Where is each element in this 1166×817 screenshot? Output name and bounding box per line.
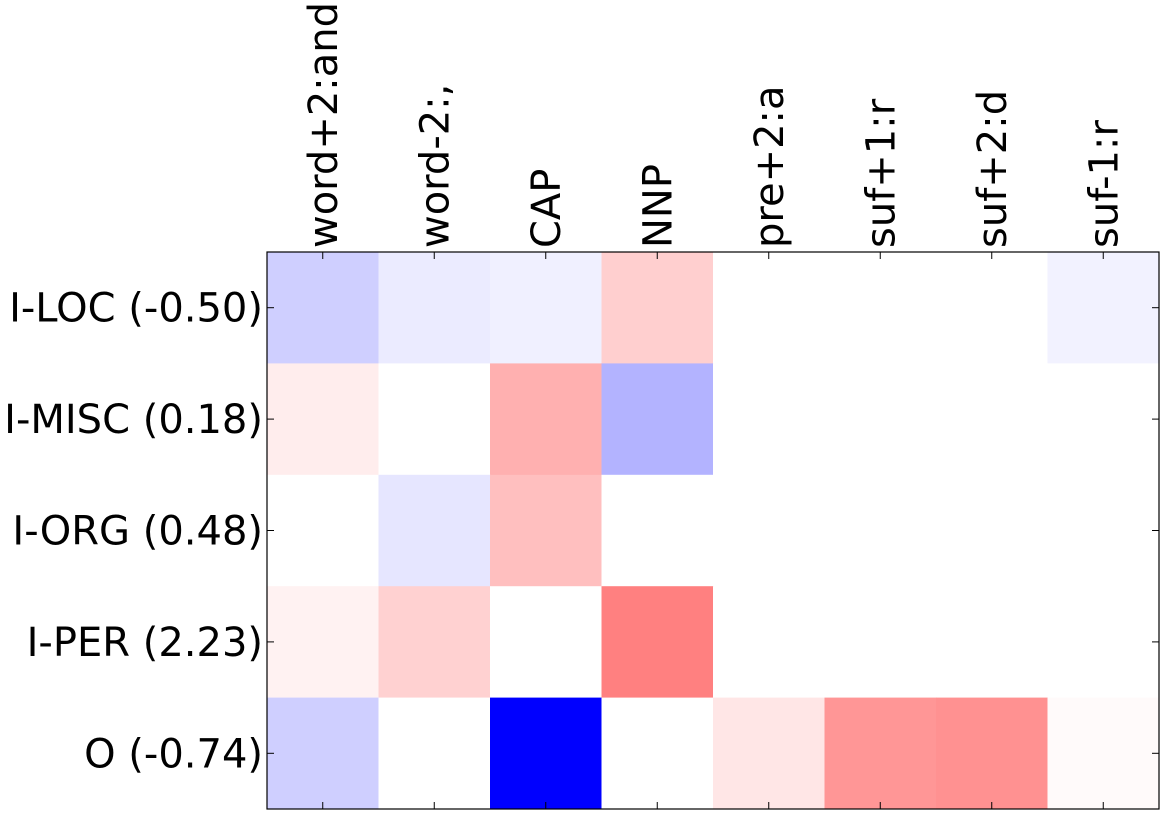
heatmap-cell (824, 363, 937, 476)
column-label: NNP (635, 164, 681, 248)
heatmap-cell (267, 363, 379, 476)
heatmap-cell (1047, 252, 1160, 364)
row-label: O (-0.74) (84, 731, 263, 777)
heatmap-cell (490, 697, 602, 810)
heatmap-cell (267, 252, 379, 364)
heatmap-cell (378, 363, 491, 476)
column-label: pre+2:a (747, 85, 793, 248)
heatmap-cell (601, 586, 714, 699)
heatmap-cell (601, 363, 714, 476)
heatmap-cell (378, 697, 491, 810)
heatmap-cell (713, 363, 825, 476)
column-label: CAP (524, 169, 570, 248)
heatmap-cell (1047, 363, 1160, 476)
column-label: word-2:, (412, 84, 458, 248)
heatmap-cell (936, 586, 1048, 699)
heatmap-cell (267, 697, 379, 810)
heatmap-cell (824, 474, 937, 587)
plot-frame (266, 251, 1160, 810)
heatmap-cell (713, 252, 825, 364)
row-label: I-ORG (0.48) (12, 509, 263, 555)
heatmap-cell (936, 697, 1048, 810)
heatmap-cell (713, 697, 825, 810)
row-label: I-MISC (0.18) (4, 397, 263, 443)
row-label: I-PER (2.23) (27, 620, 263, 666)
column-label: suf+1:r (858, 98, 904, 248)
axis-ticks (267, 252, 1159, 809)
column-labels: word+2:and word-2:, CAP NNP pre+2:a suf+1:r su… (301, 2, 1128, 248)
heatmap-cell (601, 252, 714, 364)
heatmap-cell (1047, 586, 1160, 699)
row-label: I-LOC (-0.50) (9, 286, 263, 332)
heatmap-cell (601, 697, 714, 810)
heatmap-cell (936, 363, 1048, 476)
heatmap-cell (713, 586, 825, 699)
heatmap-cell (936, 474, 1048, 587)
heatmap-cell (1047, 697, 1160, 810)
heatmap-cell (267, 586, 379, 699)
heatmap-cell (824, 252, 937, 364)
row-labels: I-LOC (-0.50) I-MISC (0.18) I-ORG (0.48) I-… (4, 286, 263, 778)
heatmap-cell (378, 252, 491, 364)
heatmap-cell (713, 474, 825, 587)
column-label: word+2:and (301, 2, 347, 248)
heatmap-cell (267, 474, 379, 587)
heatmap-cell (378, 474, 491, 587)
heatmap-cell (824, 586, 937, 699)
heatmap-cell (490, 363, 602, 476)
heatmap-cells (267, 252, 1160, 810)
heatmap-cell (490, 252, 602, 364)
heatmap-cell (824, 697, 937, 810)
heatmap-cell (1047, 474, 1160, 587)
heatmap-cell (378, 586, 491, 699)
heatmap-cell (936, 252, 1048, 364)
heatmap-cell (490, 586, 602, 699)
heatmap-cell (601, 474, 714, 587)
column-label: suf-1:r (1081, 120, 1127, 248)
heatmap-cell (490, 474, 602, 587)
column-label: suf+2:d (970, 90, 1016, 248)
